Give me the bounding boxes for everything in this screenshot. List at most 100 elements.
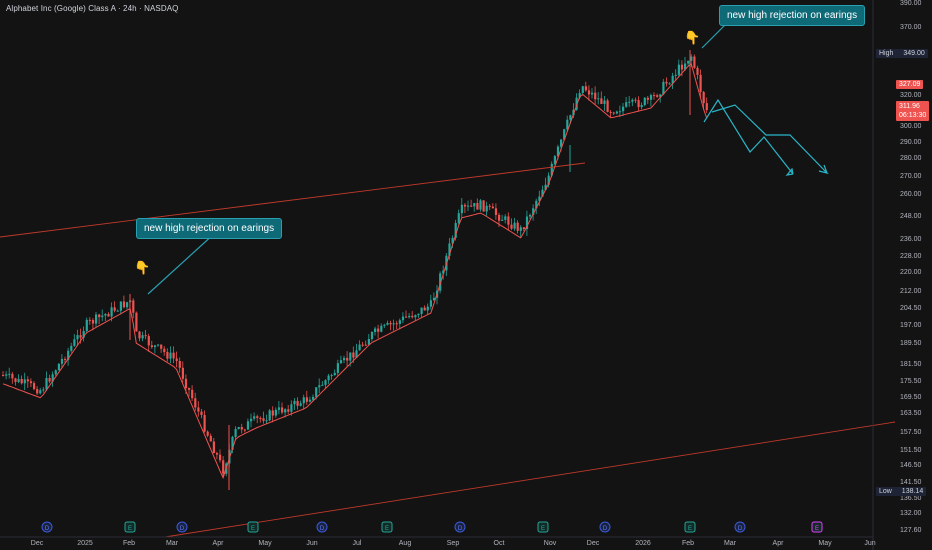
candle (194, 392, 197, 411)
candle (256, 414, 259, 424)
candle (287, 404, 290, 415)
chart-title: Alphabet Inc (Google) Class A · 24h · NA… (6, 4, 179, 13)
candle (516, 220, 519, 234)
candle (535, 198, 538, 214)
candle (460, 197, 463, 218)
candle (622, 102, 625, 116)
high-label: High (879, 50, 894, 57)
x-tick-label: Apr (773, 540, 785, 547)
candle (470, 199, 473, 208)
low-price-tag: Low 138.14 (876, 487, 927, 496)
callout-pointer-2 (701, 21, 729, 49)
candle (383, 323, 386, 329)
candle (191, 385, 194, 401)
candle (82, 326, 85, 342)
moving-average-line (2, 62, 708, 480)
y-tick-label: 320.00 (900, 92, 922, 99)
candle (355, 343, 358, 358)
y-tick-label: 157.50 (900, 429, 922, 436)
candle (494, 203, 498, 220)
candle (615, 110, 618, 115)
x-tick-label: Feb (682, 540, 694, 547)
svg-text:D: D (180, 526, 185, 532)
x-tick-label: Mar (166, 540, 179, 547)
candle (281, 402, 284, 415)
candle (54, 369, 57, 376)
candle (268, 408, 271, 422)
projection-path-1 (703, 98, 794, 176)
candle (135, 311, 138, 332)
candle (172, 346, 175, 364)
candle (442, 265, 445, 280)
dividend-marker[interactable]: D (176, 521, 188, 533)
candle (33, 381, 36, 391)
candle (473, 202, 476, 212)
earnings-marker[interactable]: E (247, 521, 259, 533)
candle (408, 312, 411, 319)
candle (705, 97, 708, 113)
x-tick-label: Jul (353, 540, 362, 547)
callout-annotation-1[interactable]: new high rejection on earings (136, 218, 283, 239)
candle (600, 91, 603, 105)
x-tick-label: Mar (724, 540, 737, 547)
candle (147, 333, 150, 352)
candle (563, 128, 566, 141)
candle (674, 69, 677, 81)
earnings-marker[interactable]: E (811, 521, 823, 533)
candle (29, 378, 33, 387)
earnings-marker[interactable]: E (381, 521, 393, 533)
candle (157, 344, 160, 347)
y-tick-label: 197.00 (900, 322, 922, 329)
candle (203, 410, 206, 433)
dividend-marker[interactable]: D (316, 521, 328, 533)
candle (20, 375, 23, 385)
y-tick-label: 280.00 (900, 155, 922, 162)
candle (64, 356, 67, 363)
earnings-marker[interactable]: E (684, 521, 696, 533)
earnings-marker[interactable]: E (124, 521, 136, 533)
last-price-tag: 327.09 (896, 80, 924, 89)
svg-text:E: E (128, 526, 132, 532)
countdown-timer: 06:13:30 (899, 112, 927, 119)
high-value: 349.00 (903, 50, 925, 57)
callout-annotation-2[interactable]: new high rejection on earings (719, 5, 866, 26)
candle (70, 342, 73, 353)
dividend-marker[interactable]: D (599, 521, 611, 533)
candle (417, 313, 420, 318)
candle (553, 154, 556, 165)
candle (501, 214, 504, 221)
candle (380, 323, 383, 333)
candle (305, 390, 308, 405)
candle (296, 397, 299, 410)
x-tick-label: Oct (494, 540, 505, 547)
candle (640, 102, 643, 110)
candle (581, 85, 584, 94)
x-tick-label: Aug (399, 540, 412, 547)
candle (166, 348, 169, 362)
candle (330, 373, 333, 380)
candle (618, 105, 622, 118)
projection-path-2 (711, 104, 829, 175)
candle (262, 411, 265, 424)
candle (662, 78, 665, 96)
y-tick-label: 146.50 (900, 462, 922, 469)
candle (206, 430, 209, 438)
dividend-marker[interactable]: D (41, 521, 53, 533)
dividend-marker[interactable]: D (734, 521, 746, 533)
x-axis[interactable]: Dec 2025 Feb Mar Apr May Jun Jul Aug Sep Oct Nov Dec… (31, 540, 876, 547)
dividend-marker[interactable]: D (454, 521, 466, 533)
candle (687, 60, 690, 66)
earnings-marker[interactable]: E (537, 521, 549, 533)
candle (116, 309, 119, 312)
candle (439, 271, 442, 294)
y-tick-label: 370.00 (900, 24, 922, 31)
candle (606, 98, 609, 113)
candle (488, 203, 491, 210)
candle (163, 346, 166, 356)
candle (318, 378, 321, 394)
candle (538, 190, 541, 206)
x-tick-label: Jun (306, 540, 317, 547)
candle (649, 93, 653, 107)
